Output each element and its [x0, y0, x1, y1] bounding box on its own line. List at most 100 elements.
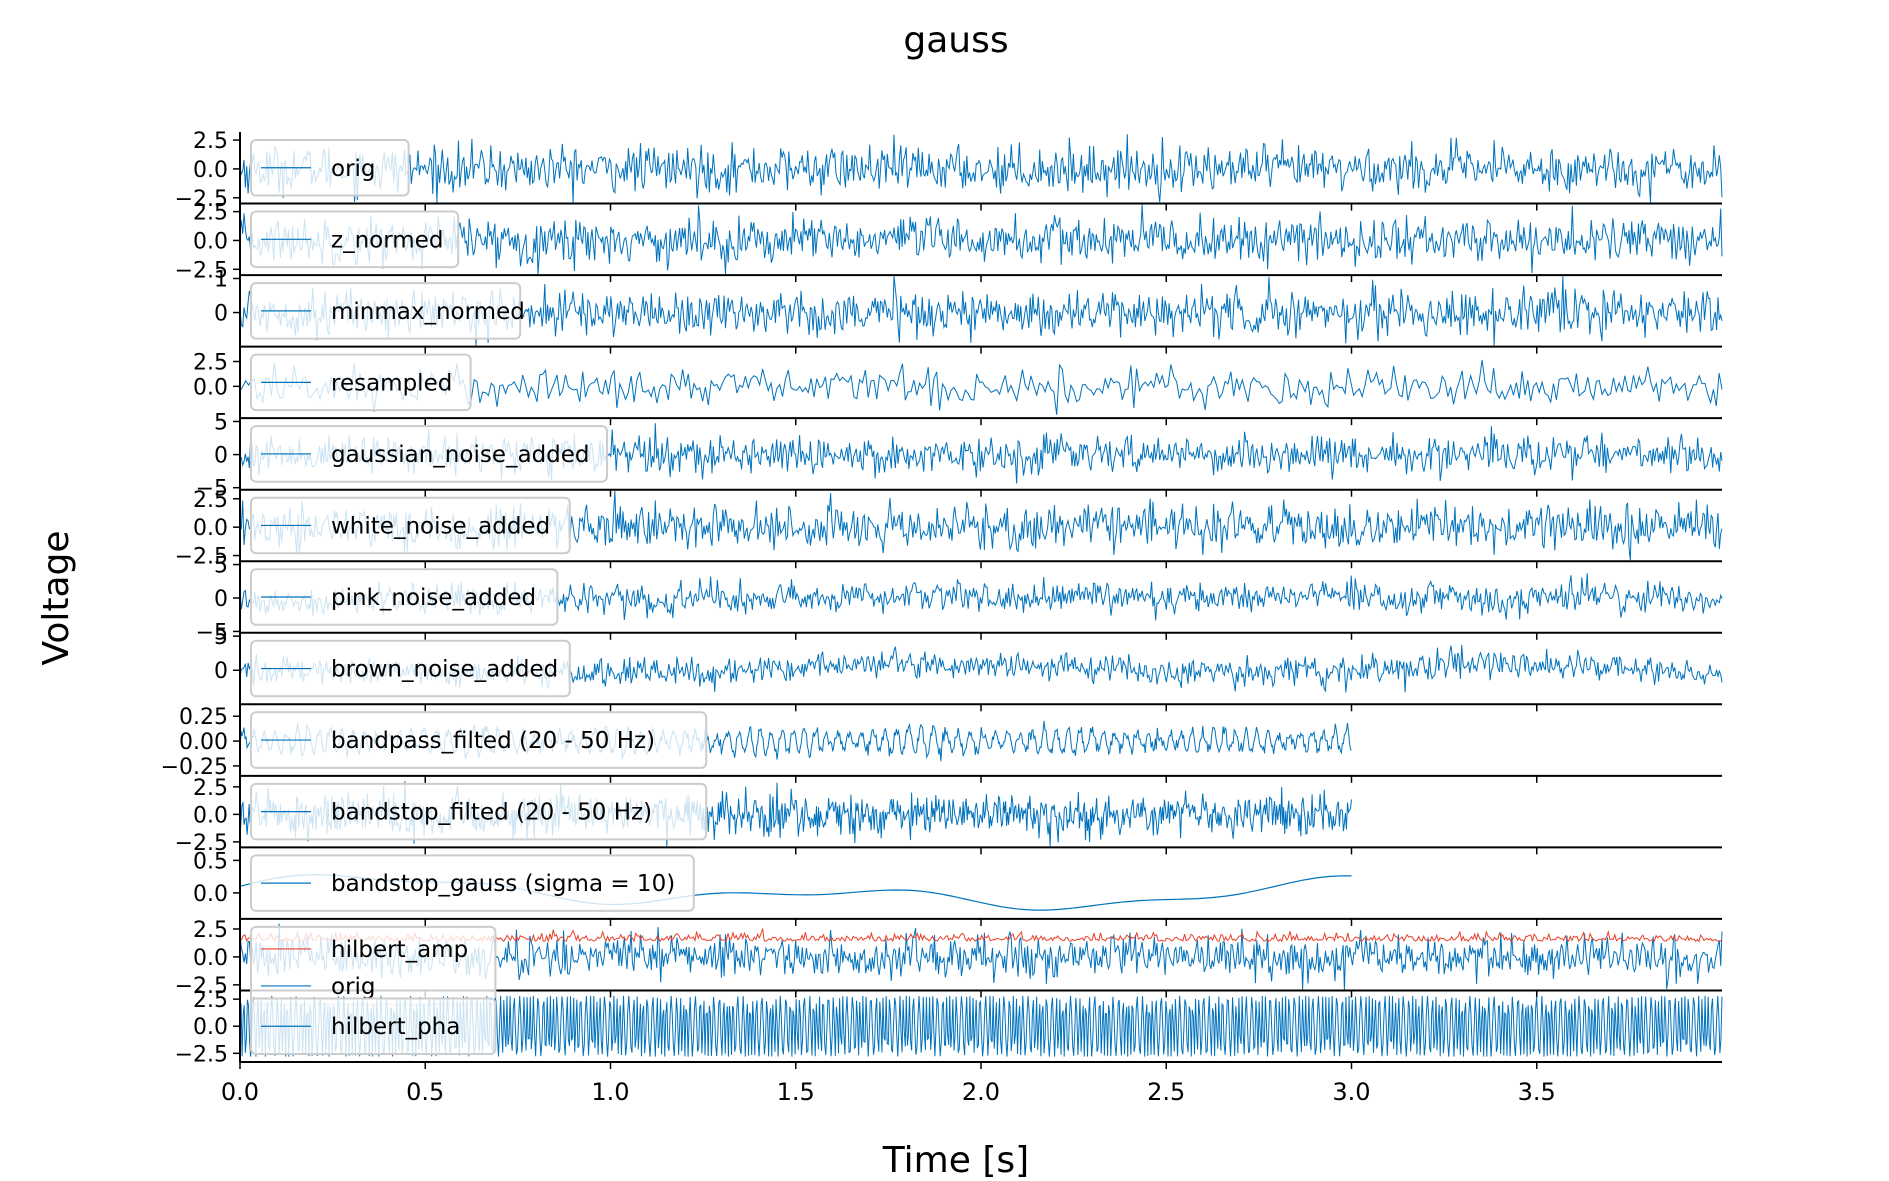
y-tick-label: 0	[214, 444, 228, 469]
legend: white_noise_added	[250, 496, 571, 555]
y-tick-label: −2.5	[175, 545, 228, 570]
legend: gaussian_noise_added	[250, 425, 608, 483]
legend-frame	[250, 568, 559, 626]
y-tick-label: 0	[214, 659, 228, 684]
y-tick-label: 0.0	[193, 946, 228, 971]
legend-frame	[250, 496, 571, 555]
subplot: 5 0 brown_noise_added	[214, 625, 1723, 712]
y-tick-label: −5	[196, 477, 228, 502]
x-tick-label: 0.0	[221, 1078, 259, 1106]
y-tick-label: 0.0	[193, 803, 228, 828]
y-tick-label: 2.5	[193, 129, 228, 154]
legend-frame	[250, 782, 708, 841]
subplot: 2.50.0−2.5 hilbert_pha	[175, 988, 1723, 1069]
y-tick-label: 0	[214, 302, 228, 327]
subplot: 0.250.00−0.25 bandpass_filted (20 - 50 Hz…	[161, 704, 1722, 783]
y-tick-label: −2.5	[175, 974, 228, 999]
series-line	[239, 134, 1723, 203]
x-tick-label: 1.0	[591, 1078, 629, 1106]
x-axis: 0.0 0.5 1.0 1.5 2.0 2.5 3.0 3.5	[221, 1078, 1556, 1106]
legend: hilbert_pha	[250, 997, 497, 1056]
legend-frame	[250, 997, 497, 1056]
y-tick-label: −2.5	[175, 1042, 228, 1067]
y-tick-label: 2.5	[193, 488, 228, 513]
y-tick-label: 5	[214, 625, 228, 650]
y-tick-label: 0.0	[193, 1015, 228, 1040]
y-tick-label: 0.0	[193, 229, 228, 254]
legend-label: resampled	[331, 370, 452, 396]
y-tick-label: −5	[196, 620, 228, 645]
legend-frame	[250, 854, 695, 912]
legend-label: hilbert_pha	[331, 1014, 460, 1040]
y-tick-label: 2.5	[193, 918, 228, 943]
legend: orig	[250, 139, 410, 197]
chart-title: gauss	[903, 20, 1008, 61]
legend-label: z_normed	[331, 227, 443, 253]
y-tick-label: 0.25	[179, 705, 228, 730]
legend: z_normed	[250, 210, 460, 269]
y-tick-label: 5	[214, 554, 228, 579]
y-tick-label: 0	[214, 587, 228, 612]
legend-frame	[250, 425, 608, 483]
y-tick-label: 2.5	[193, 988, 228, 1013]
legend-label: orig	[331, 974, 376, 1000]
subplot: 5 0 −5 gaussian_noise_added	[196, 410, 1723, 502]
y-tick-label: 0.5	[193, 849, 228, 874]
legend-frame	[250, 711, 708, 769]
y-tick-label: −2.5	[175, 831, 228, 856]
legend-label: gaussian_noise_added	[331, 442, 590, 468]
legend-frame	[250, 139, 410, 197]
x-tick-label: 2.5	[1147, 1078, 1185, 1106]
legend-frame	[250, 210, 460, 269]
legend: pink_noise_added	[250, 568, 559, 626]
legend: resampled	[250, 353, 472, 412]
subplot: 2.5 0.0 −2.5 z_normed	[175, 201, 1723, 283]
y-tick-label: 0.0	[193, 158, 228, 183]
x-tick-label: 2.0	[962, 1078, 1000, 1106]
legend-label: bandstop_gauss (sigma = 10)	[331, 871, 675, 897]
subplot: 0.5 0.0 bandstop_gauss (sigma = 10)	[193, 847, 1722, 926]
legend-label: orig	[331, 156, 376, 182]
series-line	[239, 204, 1723, 275]
y-tick-label: −2.5	[175, 187, 228, 212]
legend-frame	[250, 353, 472, 412]
legend: bandstop_gauss (sigma = 10)	[250, 854, 695, 912]
subplot: 5 0 −5 pink_noise_added	[196, 554, 1723, 645]
y-tick-label: 0.0	[193, 516, 228, 541]
legend-label: hilbert_amp	[331, 937, 468, 963]
subplot: 2.50.0 resampled	[193, 346, 1723, 426]
legend-frame	[250, 639, 571, 698]
legend-label: bandpass_filted (20 - 50 Hz)	[331, 728, 655, 754]
legend-frame	[250, 282, 522, 340]
subplot: 2.5 0.0 −2.5 orig	[175, 129, 1723, 212]
series-line	[239, 359, 1723, 415]
legend-label: pink_noise_added	[331, 585, 536, 611]
x-tick-label: 3.0	[1332, 1078, 1370, 1106]
legend-label: minmax_normed	[331, 299, 525, 325]
y-tick-label: 0.0	[193, 882, 228, 907]
legend: brown_noise_added	[250, 639, 571, 698]
y-tick-label: 1	[214, 267, 228, 292]
legend: minmax_normed	[250, 282, 525, 340]
legend: bandstop_filted (20 - 50 Hz)	[250, 782, 708, 841]
y-tick-label: 0.00	[179, 730, 228, 755]
subplot: 2.5 0.0 −2.5 white_noise_added	[175, 488, 1723, 570]
y-tick-label: −2.5	[175, 258, 228, 283]
legend-label: bandstop_filted (20 - 50 Hz)	[331, 800, 652, 826]
legend: bandpass_filted (20 - 50 Hz)	[250, 711, 708, 769]
legend-label: white_noise_added	[331, 513, 550, 539]
y-tick-label: 5	[214, 410, 228, 435]
y-tick-label: 0.0	[193, 375, 228, 400]
x-tick-label: 3.5	[1518, 1078, 1556, 1106]
x-tick-label: 1.5	[777, 1078, 815, 1106]
y-tick-label: 2.5	[193, 776, 228, 801]
x-tick-label: 0.5	[406, 1078, 444, 1106]
y-tick-label: 2.5	[193, 201, 228, 226]
x-axis-label: Time [s]	[882, 1140, 1029, 1181]
y-axis-label: Voltage	[36, 530, 77, 665]
